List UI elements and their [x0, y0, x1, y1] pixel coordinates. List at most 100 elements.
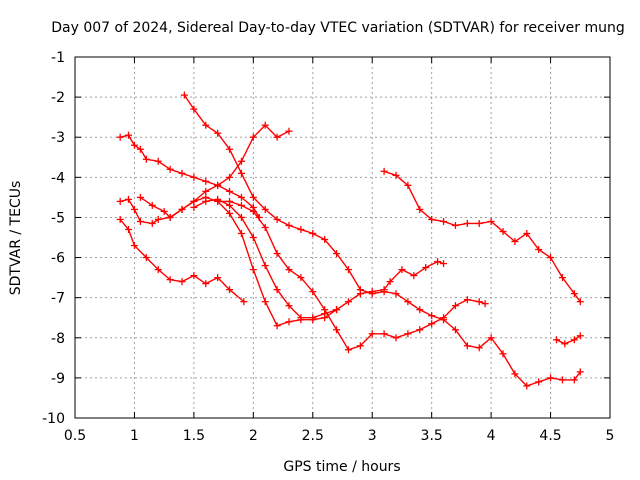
data-point [202, 197, 210, 205]
data-point [285, 302, 293, 310]
data-point [416, 205, 424, 213]
data-point [344, 266, 352, 274]
data-point [178, 169, 186, 177]
data-point [261, 205, 269, 213]
data-point [523, 382, 531, 390]
data-point [333, 306, 341, 314]
data-point [451, 221, 459, 229]
data-point [214, 181, 222, 189]
x-tick-label: 2 [249, 428, 258, 444]
data-point [428, 215, 436, 223]
data-point [392, 334, 400, 342]
data-point [547, 254, 555, 262]
data-point [190, 272, 198, 280]
y-tick-label: -7 [51, 291, 65, 307]
data-point [440, 260, 448, 268]
data-point [237, 229, 245, 237]
y-tick-label: -9 [51, 371, 65, 387]
data-point [511, 238, 519, 246]
data-point [190, 203, 198, 211]
data-point [202, 280, 210, 288]
data-point [249, 193, 257, 201]
data-point [535, 246, 543, 254]
data-point [570, 336, 578, 344]
data-point [142, 155, 150, 163]
data-point [214, 129, 222, 137]
data-point [190, 105, 198, 113]
data-point [261, 262, 269, 270]
data-point [273, 286, 281, 294]
y-tick-label: -2 [51, 90, 65, 106]
data-point [392, 171, 400, 179]
data-point [333, 326, 341, 334]
data-point [249, 266, 257, 274]
x-tick-label: 2.5 [302, 428, 324, 444]
data-point [416, 326, 424, 334]
data-point [547, 374, 555, 382]
y-tick-label: -10 [42, 411, 65, 427]
data-point [237, 157, 245, 165]
x-tick-label: 1.5 [183, 428, 205, 444]
data-point [237, 193, 245, 201]
data-point [148, 219, 156, 227]
y-tick-label: -8 [51, 331, 65, 347]
data-point [309, 316, 317, 324]
data-point [380, 167, 388, 175]
data-point [321, 314, 329, 322]
data-point [261, 298, 269, 306]
data-point [475, 219, 483, 227]
data-point [237, 213, 245, 221]
data-point [481, 300, 489, 308]
data-point [285, 266, 293, 274]
data-point [404, 181, 412, 189]
data-point [463, 296, 471, 304]
data-point [273, 133, 281, 141]
x-axis-title: GPS time / hours [283, 459, 400, 475]
data-point [535, 378, 543, 386]
data-point [178, 205, 186, 213]
series-line [556, 335, 581, 345]
data-point [261, 121, 269, 129]
data-point [166, 165, 174, 173]
chart-title: Day 007 of 2024, Sidereal Day-to-day VTE… [51, 20, 625, 36]
data-point [226, 201, 234, 209]
data-point [576, 298, 584, 306]
grid [75, 57, 610, 418]
data-point [398, 266, 406, 274]
data-point [285, 318, 293, 326]
data-point [148, 201, 156, 209]
data-point [214, 197, 222, 205]
data-point [237, 169, 245, 177]
data-point [166, 276, 174, 284]
series-line [119, 219, 245, 303]
data-point [451, 326, 459, 334]
data-point [202, 121, 210, 129]
y-tick-label: -1 [51, 50, 65, 66]
data-point [309, 288, 317, 296]
data-point [558, 274, 566, 282]
data-point [416, 306, 424, 314]
data-point [136, 217, 144, 225]
data-point [154, 157, 162, 165]
data-point [404, 330, 412, 338]
y-axis-title: SDTVAR / TECUs [8, 181, 24, 296]
data-point [154, 215, 162, 223]
x-tick-label: 1 [130, 428, 139, 444]
data-point [202, 177, 210, 185]
data-point [410, 272, 418, 280]
series-track-9 [553, 332, 584, 348]
series-track-5 [180, 91, 584, 390]
data-point [285, 127, 293, 135]
data-point [434, 258, 442, 266]
data-point [160, 207, 168, 215]
data-point [285, 221, 293, 229]
data-point [475, 344, 483, 352]
data-point [404, 298, 412, 306]
data-point [226, 286, 234, 294]
data-point [249, 133, 257, 141]
data-point [190, 197, 198, 205]
data-point [487, 217, 495, 225]
data-point [344, 298, 352, 306]
x-tick-label: 3 [368, 428, 377, 444]
